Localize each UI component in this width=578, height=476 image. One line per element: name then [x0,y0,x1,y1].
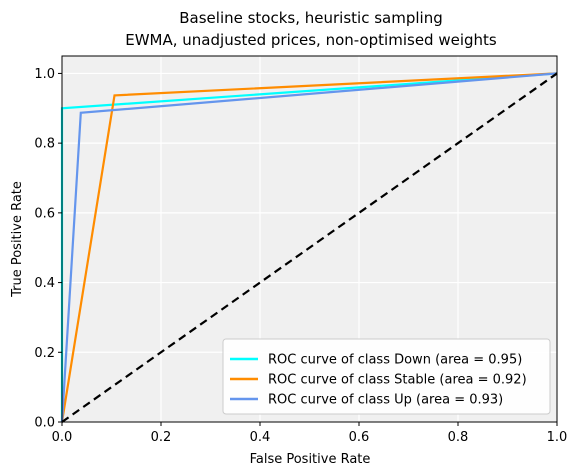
y-tick-label: 0.6 [34,206,55,221]
roc-curve-series-3 [60,72,558,423]
legend-label-1: ROC curve of class Down (area = 0.95) [268,353,522,368]
x-axis-ticks: 0.0 0.2 0.4 0.6 0.8 1.0 [52,422,568,445]
x-tick-label: 0.0 [52,430,73,445]
y-tick-label: 0.2 [34,346,55,361]
chart-title-line-2: EWMA, unadjusted prices, non-optimised w… [125,31,497,49]
legend: ROC curve of class Down (area = 0.95) ROC… [222,338,551,415]
y-tick-label: 0.4 [34,276,55,291]
y-tick-label: 0.8 [34,137,55,152]
x-axis-label: False Positive Rate [250,452,371,467]
y-axis-label: True Positive Rate [10,181,25,298]
x-tick-label: 1.0 [547,430,568,445]
x-tick-label: 0.6 [349,430,370,445]
y-tick-label: 1.0 [34,67,55,82]
x-tick-label: 0.4 [250,430,271,445]
plot-frame [61,55,558,423]
legend-label-3: ROC curve of class Up (area = 0.93) [268,393,503,408]
grid-lines [61,56,558,423]
legend-label-2: ROC curve of class Stable (area = 0.92) [268,373,527,388]
y-tick-label: 0.0 [34,416,55,431]
legend-box [222,338,551,415]
roc-curve-series-2 [60,72,558,423]
chart-title-line-1: Baseline stocks, heuristic sampling [179,9,442,27]
x-tick-label: 0.8 [448,430,469,445]
y-axis-ticks: 0.0 0.2 0.4 0.6 0.8 1.0 [34,67,62,431]
x-tick-label: 0.2 [151,430,172,445]
chance-diagonal-line [61,72,558,423]
